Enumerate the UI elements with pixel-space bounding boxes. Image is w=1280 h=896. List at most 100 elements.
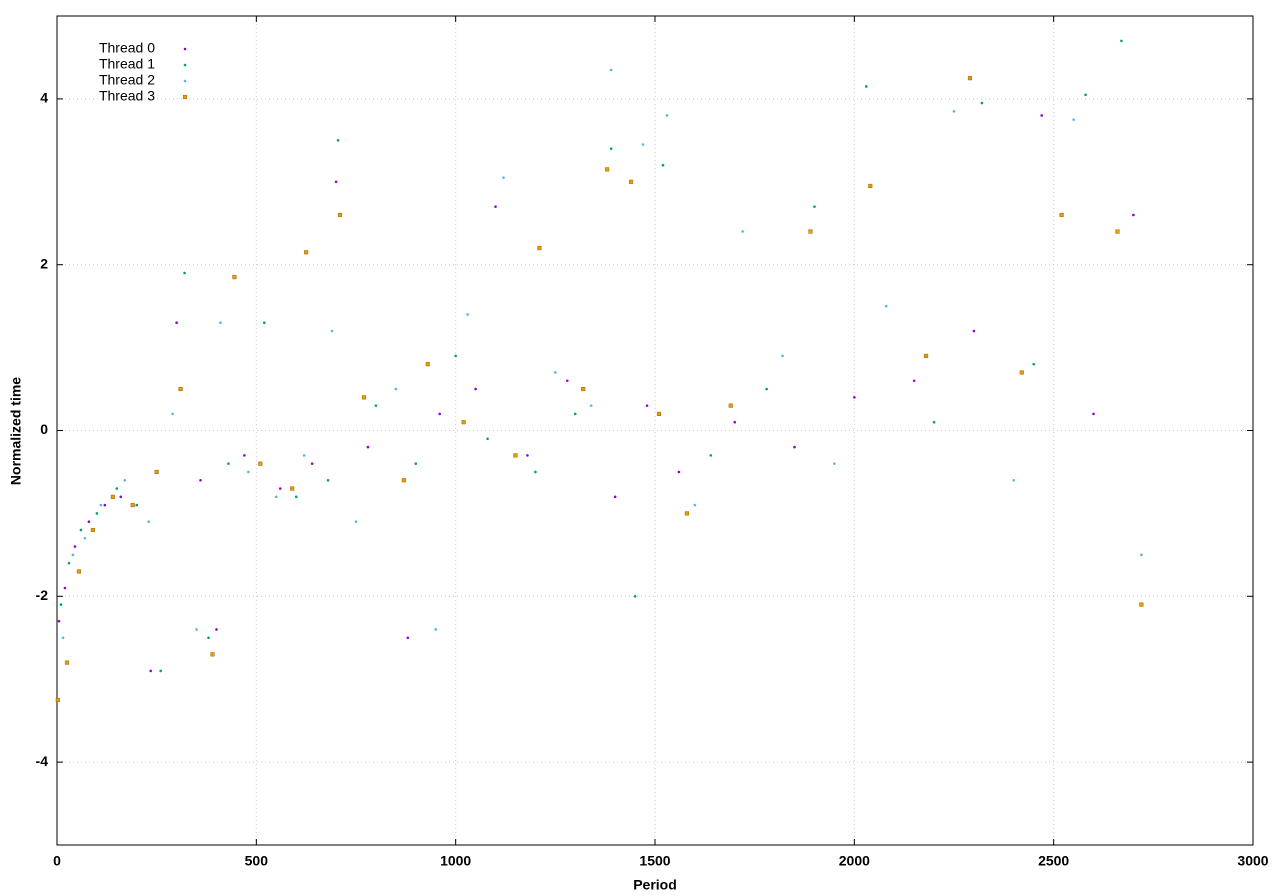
point bbox=[199, 478, 202, 482]
point bbox=[73, 545, 77, 548]
point bbox=[258, 461, 263, 466]
point bbox=[486, 437, 489, 441]
point bbox=[63, 586, 67, 590]
point bbox=[207, 636, 210, 640]
y-tick-label: 0 bbox=[40, 421, 48, 437]
point bbox=[394, 387, 398, 391]
point bbox=[833, 462, 836, 465]
point bbox=[972, 329, 976, 333]
point bbox=[76, 569, 81, 574]
point bbox=[95, 512, 99, 515]
point bbox=[1012, 478, 1016, 482]
point bbox=[1120, 39, 1123, 43]
x-tick-label: 1000 bbox=[440, 853, 471, 869]
point bbox=[215, 628, 218, 631]
point bbox=[741, 230, 745, 233]
point bbox=[414, 462, 418, 465]
point bbox=[513, 453, 518, 458]
point bbox=[304, 250, 309, 255]
point bbox=[55, 697, 60, 702]
point bbox=[71, 553, 75, 557]
point bbox=[247, 470, 250, 474]
point bbox=[406, 636, 410, 640]
point bbox=[374, 404, 378, 407]
point bbox=[159, 669, 162, 673]
point bbox=[1084, 93, 1087, 97]
point bbox=[537, 246, 542, 251]
point bbox=[633, 595, 637, 598]
point bbox=[115, 487, 119, 490]
point bbox=[1132, 213, 1135, 217]
point bbox=[171, 412, 174, 416]
point bbox=[290, 486, 295, 491]
point bbox=[119, 495, 123, 499]
legend-label: Thread 1 bbox=[99, 56, 155, 72]
point bbox=[932, 420, 936, 424]
legend-label: Thread 0 bbox=[99, 40, 155, 56]
point bbox=[609, 68, 613, 72]
point bbox=[326, 478, 330, 482]
point bbox=[1140, 553, 1143, 557]
point bbox=[793, 445, 796, 449]
point bbox=[980, 101, 984, 105]
point bbox=[581, 387, 586, 392]
plot-frame bbox=[56, 15, 1254, 846]
point bbox=[183, 271, 186, 275]
point bbox=[868, 183, 873, 188]
x-tick-label: 1500 bbox=[639, 853, 670, 869]
point bbox=[781, 354, 784, 358]
point bbox=[1032, 362, 1036, 366]
point bbox=[243, 454, 246, 457]
point bbox=[641, 143, 645, 146]
point bbox=[135, 503, 139, 507]
point bbox=[461, 420, 466, 425]
x-tick-label: 2500 bbox=[1038, 853, 1069, 869]
point bbox=[709, 454, 713, 457]
point bbox=[336, 139, 340, 142]
point bbox=[338, 212, 343, 218]
point bbox=[354, 520, 358, 523]
point bbox=[263, 321, 266, 325]
point bbox=[87, 520, 91, 523]
point bbox=[645, 404, 649, 407]
point bbox=[103, 503, 107, 507]
point bbox=[425, 362, 430, 367]
point bbox=[434, 628, 438, 631]
point bbox=[554, 371, 557, 374]
point bbox=[684, 511, 689, 516]
point bbox=[808, 229, 813, 234]
point bbox=[1139, 602, 1144, 607]
point bbox=[534, 470, 537, 474]
x-tick-label: 0 bbox=[53, 853, 61, 869]
point bbox=[90, 527, 95, 533]
point bbox=[149, 669, 152, 673]
point bbox=[952, 110, 956, 113]
point bbox=[589, 404, 593, 407]
y-tick-label: 2 bbox=[40, 255, 48, 271]
legend-label: Thread 2 bbox=[99, 72, 155, 88]
point bbox=[864, 85, 868, 88]
legend-marker bbox=[183, 79, 187, 83]
point bbox=[573, 412, 577, 416]
point bbox=[853, 396, 856, 399]
point bbox=[494, 205, 497, 208]
point bbox=[438, 412, 442, 416]
point bbox=[1115, 229, 1120, 234]
point bbox=[1040, 114, 1044, 117]
point bbox=[609, 147, 613, 150]
point bbox=[219, 321, 222, 325]
x-axis-label: Period bbox=[633, 877, 677, 893]
point bbox=[59, 603, 63, 606]
point bbox=[1019, 370, 1024, 375]
point bbox=[227, 462, 230, 465]
y-tick-label: 4 bbox=[40, 90, 48, 106]
point bbox=[813, 205, 816, 208]
x-tick-label: 500 bbox=[245, 853, 269, 869]
point bbox=[67, 561, 71, 565]
point bbox=[605, 167, 610, 172]
y-tick-label: -4 bbox=[36, 753, 49, 769]
y-axis-label: Normalized time bbox=[8, 377, 24, 485]
y-tick-label: -2 bbox=[36, 587, 49, 603]
legend-marker bbox=[182, 94, 188, 100]
